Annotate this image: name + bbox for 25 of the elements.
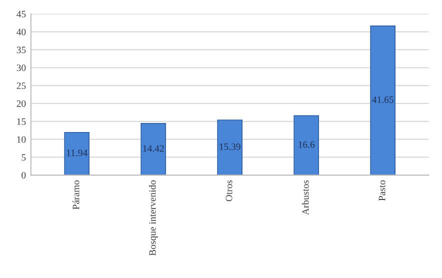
bar [64, 132, 90, 176]
y-tick-label: 0 [22, 172, 26, 179]
x-tick-label: Bosque intervenido [148, 180, 158, 256]
x-tick-label: Páramo [72, 180, 80, 210]
y-tick-label: 45 [16, 10, 26, 18]
y-tick-label: 25 [16, 82, 26, 90]
data-label: 41.65 [372, 96, 394, 103]
y-tick-label: 5 [22, 154, 26, 161]
y-tick-label: 20 [16, 100, 26, 107]
data-label: 16.6 [298, 141, 315, 148]
y-tick-label: 35 [16, 46, 26, 54]
bar [294, 115, 319, 176]
y-tick-label: 10 [17, 136, 26, 143]
y-tick-label: 40 [16, 28, 26, 36]
x-tick-label: Pasto [378, 180, 386, 201]
data-label: 11.94 [66, 150, 88, 156]
y-tick-label: 30 [16, 64, 26, 72]
data-label: 14.42 [143, 145, 164, 152]
data-label: 15.39 [220, 143, 240, 150]
bar [140, 123, 166, 176]
bar [217, 120, 242, 176]
y-tick-label: 15 [17, 118, 26, 125]
x-tick-label: Arbustos [302, 180, 309, 216]
bar [370, 25, 396, 176]
x-tick-label: Otros [226, 180, 232, 202]
